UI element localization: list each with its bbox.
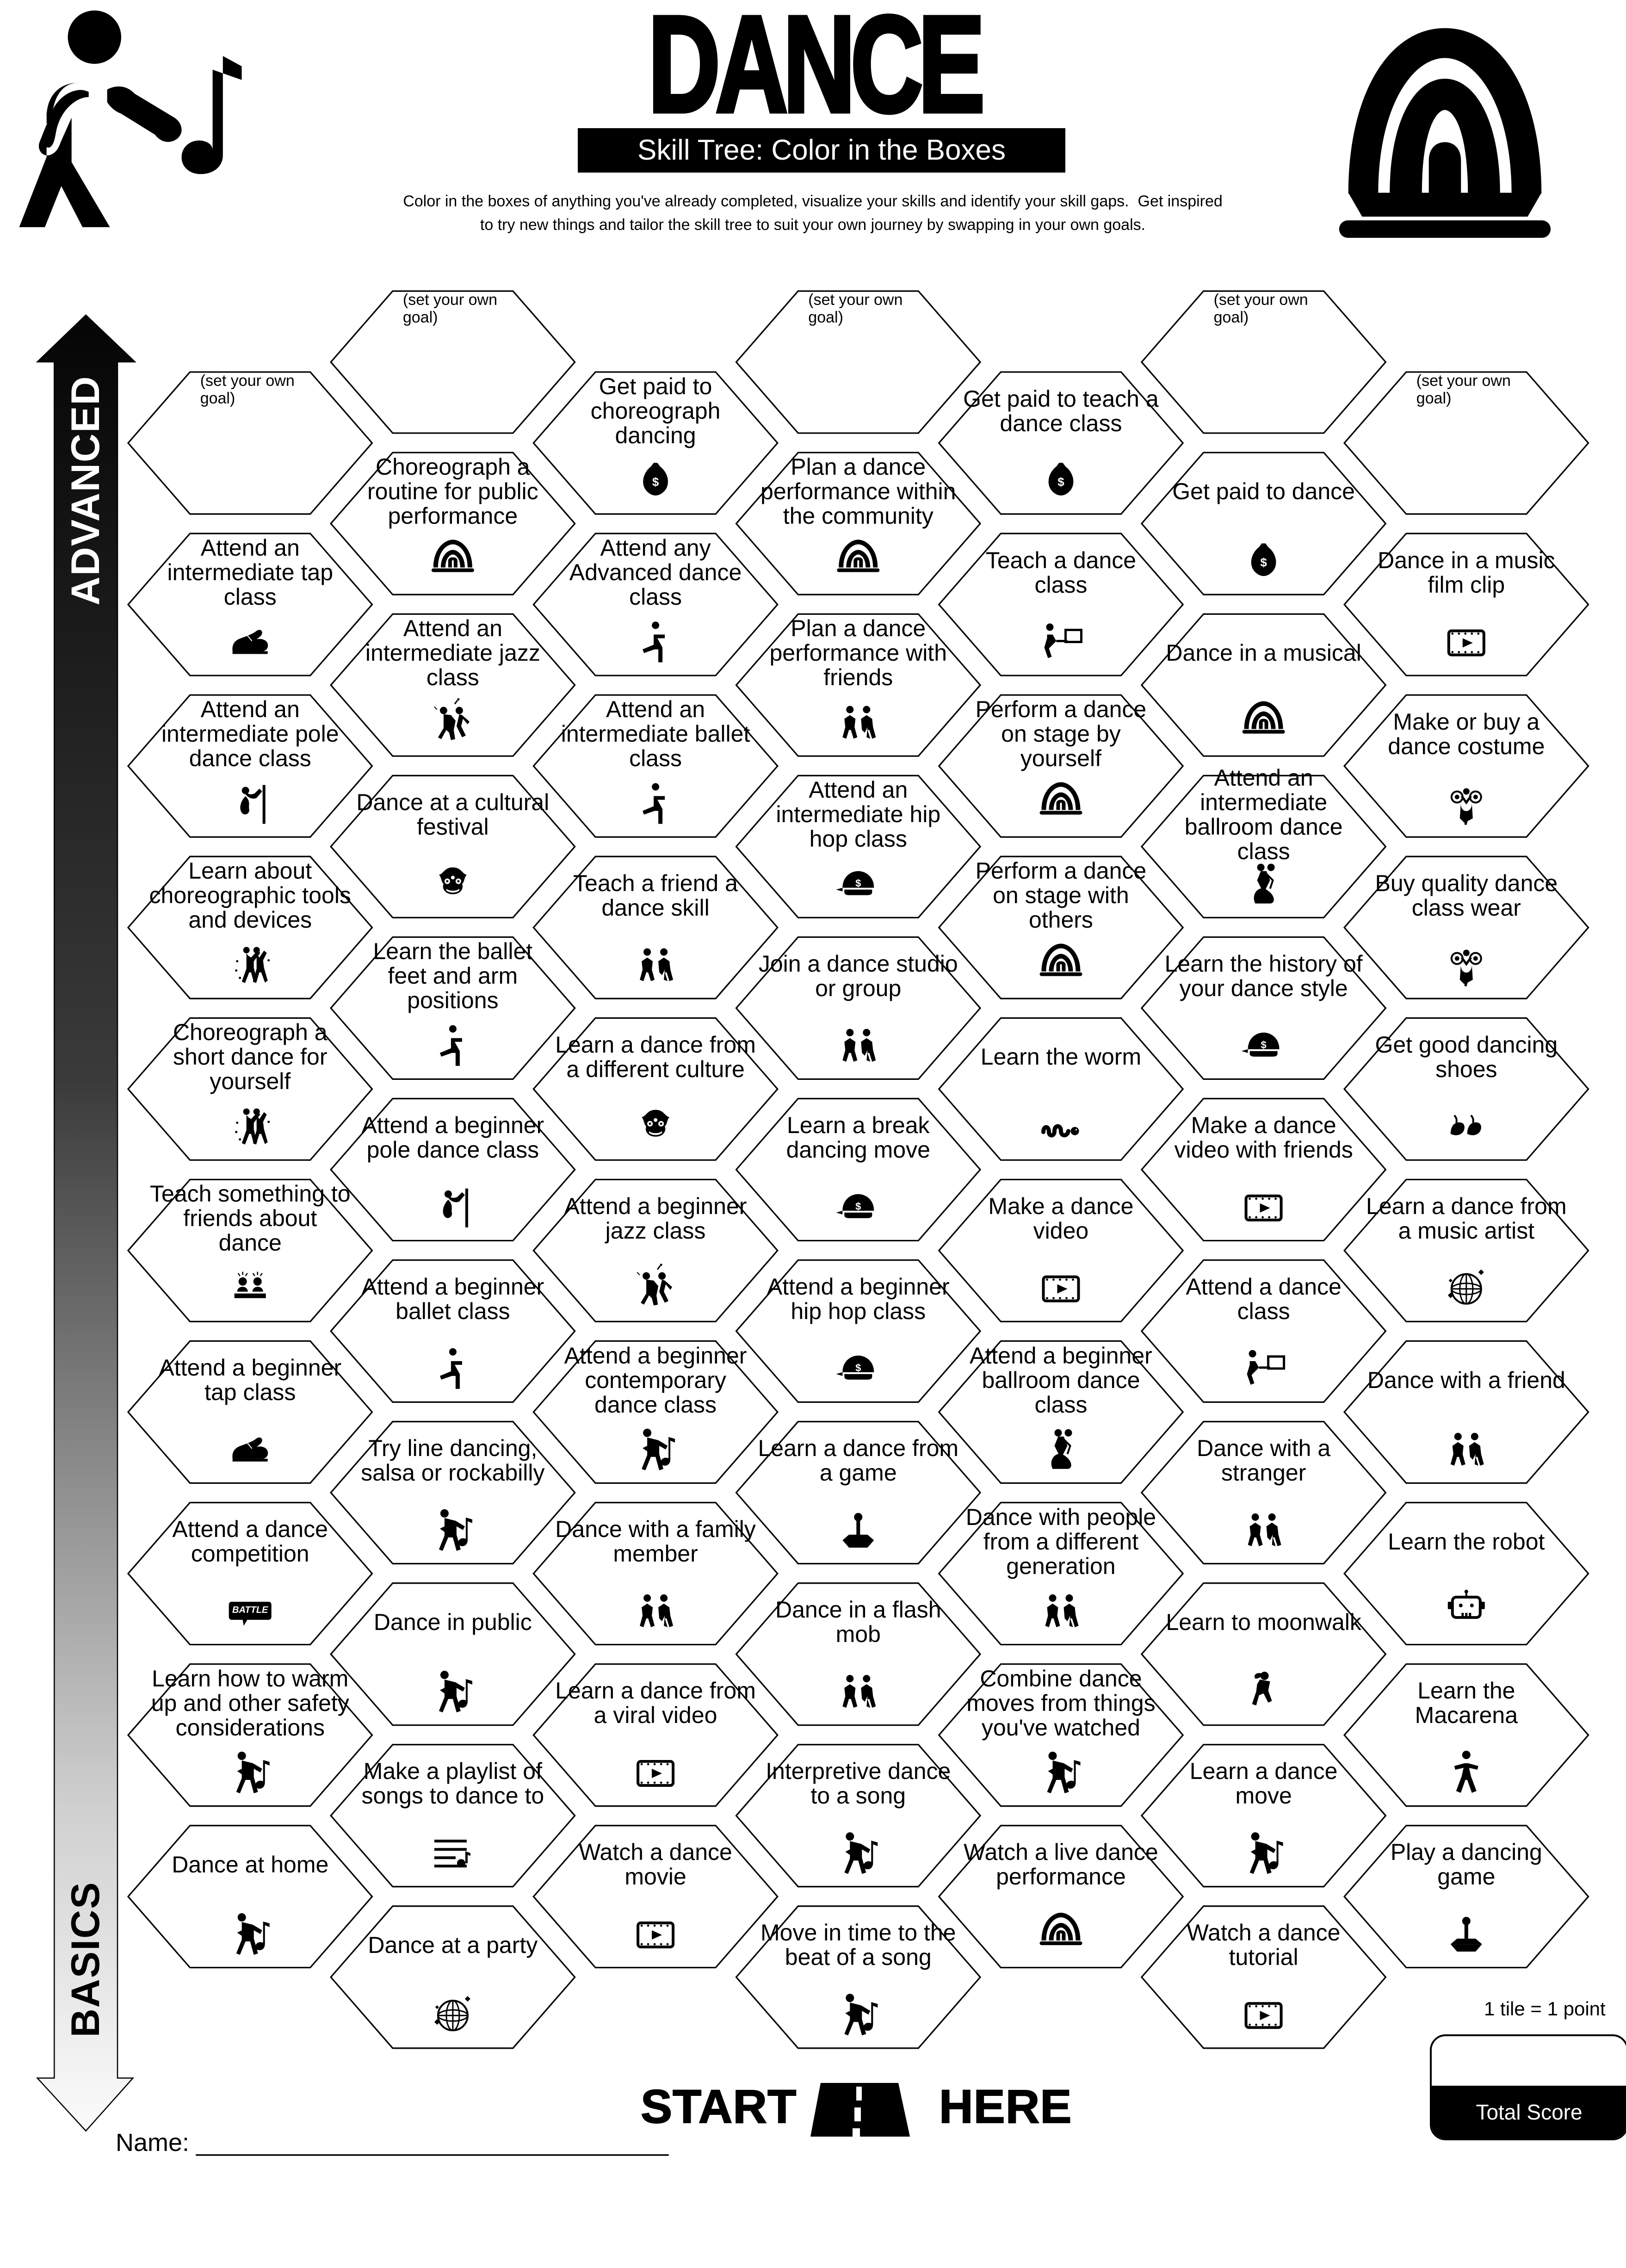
svg-text:$: $: [1261, 1039, 1266, 1051]
svg-text:$: $: [855, 1201, 861, 1212]
svg-text:$: $: [855, 1362, 861, 1374]
svg-text:$: $: [1057, 475, 1064, 489]
svg-text:$: $: [652, 475, 659, 489]
svg-text:$: $: [855, 878, 861, 889]
svg-text:BATTLE: BATTLE: [232, 1605, 268, 1615]
svg-text:$: $: [1260, 556, 1267, 570]
